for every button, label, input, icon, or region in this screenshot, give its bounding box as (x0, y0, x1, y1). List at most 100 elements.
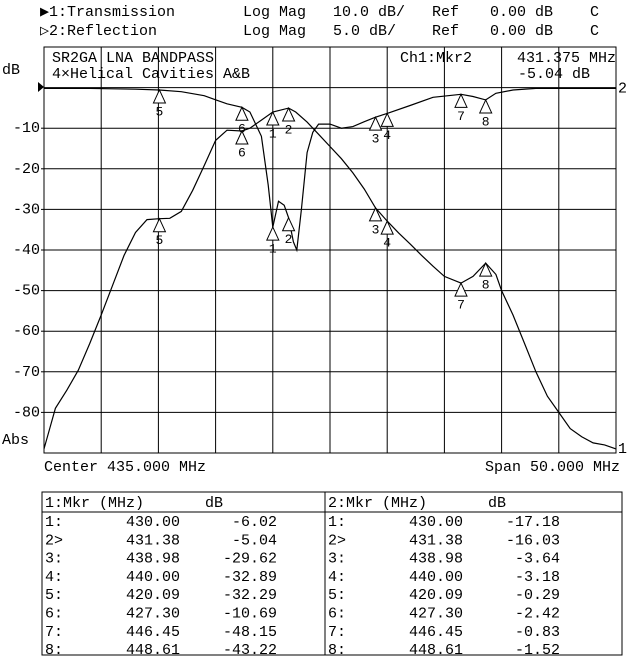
table-cell: 8: (45, 642, 63, 659)
trace (44, 87, 616, 253)
marker-label: 6 (238, 145, 246, 160)
table-header: dB (488, 495, 506, 512)
table-cell: -10.69 (223, 605, 277, 622)
table-cell: 4: (328, 569, 346, 586)
marker (266, 110, 280, 126)
marker (380, 112, 394, 127)
table-cell: 5: (45, 587, 63, 604)
table-cell: 446.45 (126, 624, 180, 641)
marker (281, 106, 296, 122)
table-cell: -3.18 (515, 569, 560, 586)
table-cell: 3: (328, 551, 346, 568)
marker (454, 93, 468, 108)
header-field: Ref (432, 23, 459, 40)
table-cell: 446.45 (409, 624, 463, 641)
table-cell: -1.52 (515, 642, 560, 659)
table-cell: -32.29 (223, 587, 277, 604)
marker (152, 217, 167, 233)
y-format-label: Abs (2, 432, 29, 449)
x-span-label: Span 50.000 MHz (485, 459, 620, 476)
header-field: 0.00 dB (490, 4, 553, 21)
table-cell: 5: (328, 587, 346, 604)
marker (266, 225, 280, 241)
table-cell: 1: (45, 514, 63, 531)
readout-value: -5.04 dB (518, 66, 590, 83)
table-cell: -0.29 (515, 587, 560, 604)
header-field: C (590, 4, 599, 21)
table-cell: 420.09 (126, 587, 180, 604)
table-cell: -17.18 (506, 514, 560, 531)
marker (454, 281, 468, 297)
header-field: Ref (432, 4, 459, 21)
header-field: Log Mag (243, 4, 306, 21)
y-tick-label: -60 (13, 323, 40, 340)
table-cell: 448.61 (126, 642, 180, 659)
header-field: C (590, 23, 599, 40)
header-field: ▶1:Transmission (40, 4, 175, 21)
marker (235, 106, 249, 121)
table-cell: 431.38 (409, 532, 463, 549)
marker-label: 7 (457, 298, 465, 313)
reference-arrow (38, 82, 44, 92)
y-tick-label: -10 (13, 120, 40, 137)
trace-label: 1 (618, 441, 627, 458)
marker-label: 3 (372, 132, 380, 147)
table-cell: -29.62 (223, 551, 277, 568)
table-cell: 430.00 (126, 514, 180, 531)
table-cell: 8: (328, 642, 346, 659)
table-cell: -0.83 (515, 624, 560, 641)
marker-table-frame (41, 491, 623, 656)
marker-label: 4 (383, 128, 391, 143)
marker (368, 206, 383, 222)
marker-label: 8 (482, 114, 490, 129)
y-tick-label: -70 (13, 364, 40, 381)
marker (368, 115, 383, 131)
x-center-label: Center 435.000 MHz (44, 459, 206, 476)
marker (152, 88, 167, 104)
marker-label: 1 (269, 126, 277, 141)
marker-label: 4 (383, 236, 391, 251)
table-cell: -6.02 (232, 514, 277, 531)
table-cell: -32.89 (223, 569, 277, 586)
table-cell: 438.98 (409, 551, 463, 568)
table-cell: 7: (328, 624, 346, 641)
marker (281, 216, 296, 232)
table-cell: 438.98 (126, 551, 180, 568)
header-field: 10.0 dB/ (333, 4, 405, 21)
table-cell: 6: (328, 605, 346, 622)
marker (235, 129, 249, 145)
table-cell: 448.61 (409, 642, 463, 659)
y-tick-label: -40 (13, 242, 40, 259)
table-cell: 2> (45, 532, 63, 549)
table-cell: 2> (328, 532, 346, 549)
table-header: 1:Mkr (MHz) (45, 495, 144, 512)
table-cell: -3.64 (515, 551, 560, 568)
table-header: dB (205, 495, 223, 512)
table-cell: 440.00 (126, 569, 180, 586)
chart-subtitle: 4×Helical Cavities A&B (52, 66, 250, 83)
table-cell: 1: (328, 514, 346, 531)
table-cell: -16.03 (506, 532, 560, 549)
header-field: ▷2:Reflection (40, 23, 157, 40)
table-cell: -43.22 (223, 642, 277, 659)
table-cell: -5.04 (232, 532, 277, 549)
header-field: 0.00 dB (490, 23, 553, 40)
y-tick-label: -30 (13, 201, 40, 218)
y-axis-label: dB (2, 62, 20, 79)
table-cell: -48.15 (223, 624, 277, 641)
y-tick-label: -50 (13, 283, 40, 300)
marker (380, 219, 394, 235)
table-cell: 4: (45, 569, 63, 586)
y-tick-label: -20 (13, 161, 40, 178)
table-cell: 440.00 (409, 569, 463, 586)
table-cell: 420.09 (409, 587, 463, 604)
marker-label: 5 (156, 233, 164, 248)
chart-title: SR2GA LNA BANDPASS (52, 50, 214, 67)
table-cell: 430.00 (409, 514, 463, 531)
table-cell: 427.30 (409, 605, 463, 622)
header-field: 5.0 dB/ (333, 23, 396, 40)
marker-label: 5 (156, 104, 164, 119)
table-cell: -2.42 (515, 605, 560, 622)
marker-label: 7 (457, 109, 465, 124)
